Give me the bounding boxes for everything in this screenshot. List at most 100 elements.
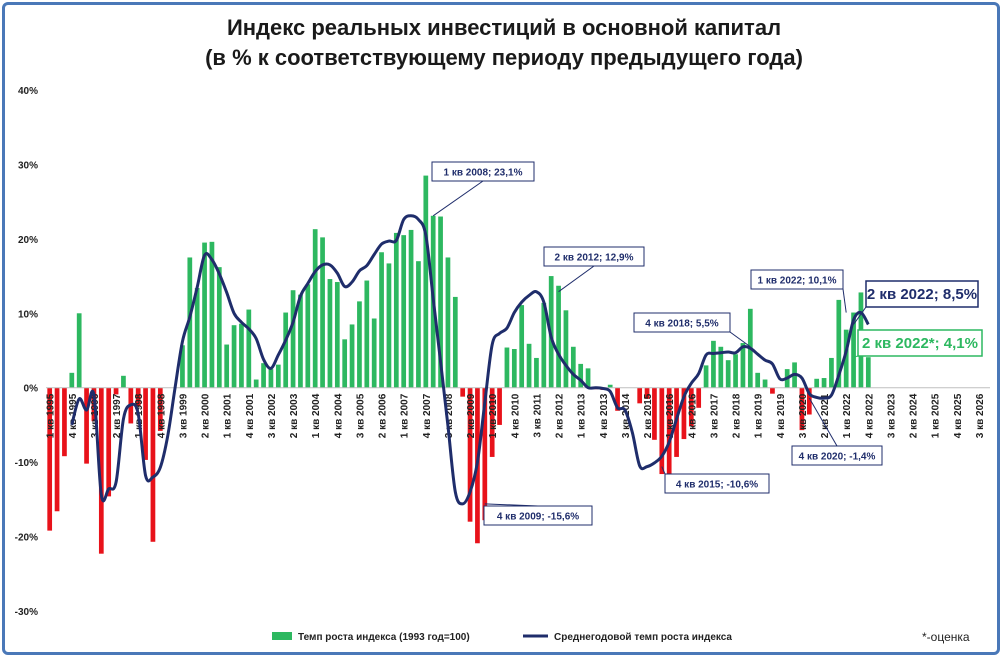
bar bbox=[770, 387, 775, 394]
chart-title-line2: (в % к соответствующему периоду предыдущ… bbox=[205, 45, 803, 70]
x-tick-label: 2 кв 2015 bbox=[643, 393, 654, 438]
bar bbox=[261, 363, 266, 388]
x-tick-label: 1 кв 2001 bbox=[223, 393, 234, 438]
bar bbox=[305, 284, 311, 388]
footnote: *-оценка bbox=[922, 630, 970, 644]
annotation-label: 2 кв 2012; 12,9% bbox=[555, 253, 634, 264]
bar bbox=[511, 349, 517, 388]
bar bbox=[497, 387, 502, 425]
x-axis: 1 кв 1995 4 кв 1995 3 кв 1996 2 кв 1997 1 кв… bbox=[46, 387, 990, 438]
annotation-leader bbox=[432, 180, 484, 217]
bar bbox=[275, 364, 281, 388]
x-tick-label: 4 кв 2016 bbox=[687, 393, 698, 438]
x-tick-label: 2 кв 2006 bbox=[378, 393, 389, 438]
x-tick-label: 4 кв 2007 bbox=[422, 393, 433, 438]
bar bbox=[445, 257, 451, 388]
x-tick-label: 2 кв 2018 bbox=[732, 393, 743, 438]
bar bbox=[143, 387, 148, 460]
x-tick-label: 3 кв 2017 bbox=[709, 393, 720, 438]
x-tick-label: 1 кв 2016 bbox=[665, 393, 676, 438]
bar bbox=[438, 216, 443, 388]
bar bbox=[755, 372, 761, 388]
bar bbox=[460, 387, 466, 397]
bar bbox=[504, 347, 510, 388]
bar bbox=[320, 237, 325, 388]
y-tick-label: -30% bbox=[15, 607, 38, 618]
annotation-leader bbox=[729, 331, 751, 348]
x-tick-label: 4 кв 2025 bbox=[953, 393, 964, 438]
legend-label-bars: Темп роста индекса (1993 год=100) bbox=[298, 632, 470, 643]
bar-series bbox=[47, 175, 871, 554]
bar bbox=[696, 387, 702, 408]
bar bbox=[349, 324, 355, 388]
x-tick-label: 1 кв 2013 bbox=[577, 393, 588, 438]
bar bbox=[615, 387, 620, 411]
x-tick-label: 2 кв 2009 bbox=[466, 393, 477, 438]
bar bbox=[98, 387, 104, 554]
line-path bbox=[70, 214, 870, 506]
bar bbox=[659, 387, 665, 475]
x-tick-label: 4 кв 2010 bbox=[510, 393, 521, 438]
chart-title-line1: Индекс реальных инвестиций в основной ка… bbox=[227, 15, 781, 40]
annotation-box bbox=[750, 269, 844, 290]
bar bbox=[814, 378, 820, 388]
x-tick-label: 1 кв 2019 bbox=[754, 393, 765, 438]
y-tick-label: -10% bbox=[15, 458, 38, 469]
bar bbox=[607, 384, 613, 388]
annotation-leader bbox=[853, 306, 867, 325]
legend: Темп роста индекса (1993 год=100) Средне… bbox=[272, 632, 732, 643]
bar bbox=[467, 387, 473, 522]
x-tick-label: 3 кв 2026 bbox=[975, 393, 986, 438]
annotation-label: 1 кв 2022; 10,1% bbox=[758, 276, 837, 287]
bar bbox=[253, 379, 259, 388]
annotation-label: 2 кв 2022*; 4,1% bbox=[862, 335, 978, 352]
bar bbox=[113, 387, 119, 395]
x-tick-label: 2 кв 2012 bbox=[555, 393, 566, 438]
bar bbox=[239, 323, 244, 388]
annotation-leader bbox=[558, 265, 595, 293]
bar bbox=[334, 282, 340, 388]
bar bbox=[526, 343, 532, 388]
x-tick-label: 3 кв 2020 bbox=[798, 393, 809, 438]
bar bbox=[209, 241, 215, 388]
x-tick-label: 4 кв 2004 bbox=[333, 393, 344, 438]
bar bbox=[290, 290, 296, 388]
bar bbox=[121, 375, 126, 388]
bar bbox=[187, 257, 193, 388]
bar bbox=[379, 252, 384, 388]
annotation-label: 2 кв 2022; 8,5% bbox=[867, 286, 977, 303]
bar bbox=[725, 360, 731, 388]
bar bbox=[762, 379, 768, 388]
bar bbox=[482, 387, 488, 521]
x-tick-label: 4 кв 2013 bbox=[599, 393, 610, 438]
annotation-box bbox=[543, 246, 645, 267]
y-tick-label: 0% bbox=[24, 384, 39, 395]
x-tick-label: 2 кв 2021 bbox=[820, 393, 831, 438]
x-tick-label: 2 кв 2003 bbox=[289, 393, 300, 438]
annotation-box bbox=[483, 505, 593, 526]
bar bbox=[246, 309, 252, 388]
line-series bbox=[70, 214, 870, 506]
y-tick-label: 30% bbox=[18, 160, 38, 171]
bar bbox=[733, 354, 738, 388]
bar bbox=[578, 363, 584, 388]
annotations: 1 кв 2008; 23,1% 4 кв 2009; -15,6% 2 кв 20… bbox=[431, 161, 983, 526]
bar bbox=[401, 235, 407, 388]
bar bbox=[84, 387, 89, 464]
bar bbox=[718, 346, 724, 388]
annotation-leader bbox=[842, 288, 847, 313]
y-axis: -30% -20% -10% 0% 10% 20% 30% 40% bbox=[15, 86, 38, 618]
x-tick-label: 4 кв 2022 bbox=[864, 393, 875, 438]
bar bbox=[216, 267, 222, 388]
bar bbox=[327, 279, 333, 388]
x-tick-label: 1 кв 2022 bbox=[842, 393, 853, 438]
bar bbox=[556, 285, 561, 388]
bar bbox=[534, 357, 539, 388]
bar bbox=[62, 387, 67, 457]
bar bbox=[851, 312, 856, 388]
bar bbox=[740, 343, 746, 388]
x-tick-label: 4 кв 2001 bbox=[245, 393, 256, 438]
x-tick-label: 1 кв 2010 bbox=[488, 393, 499, 438]
bar bbox=[711, 340, 716, 388]
annotation-box bbox=[865, 280, 979, 308]
